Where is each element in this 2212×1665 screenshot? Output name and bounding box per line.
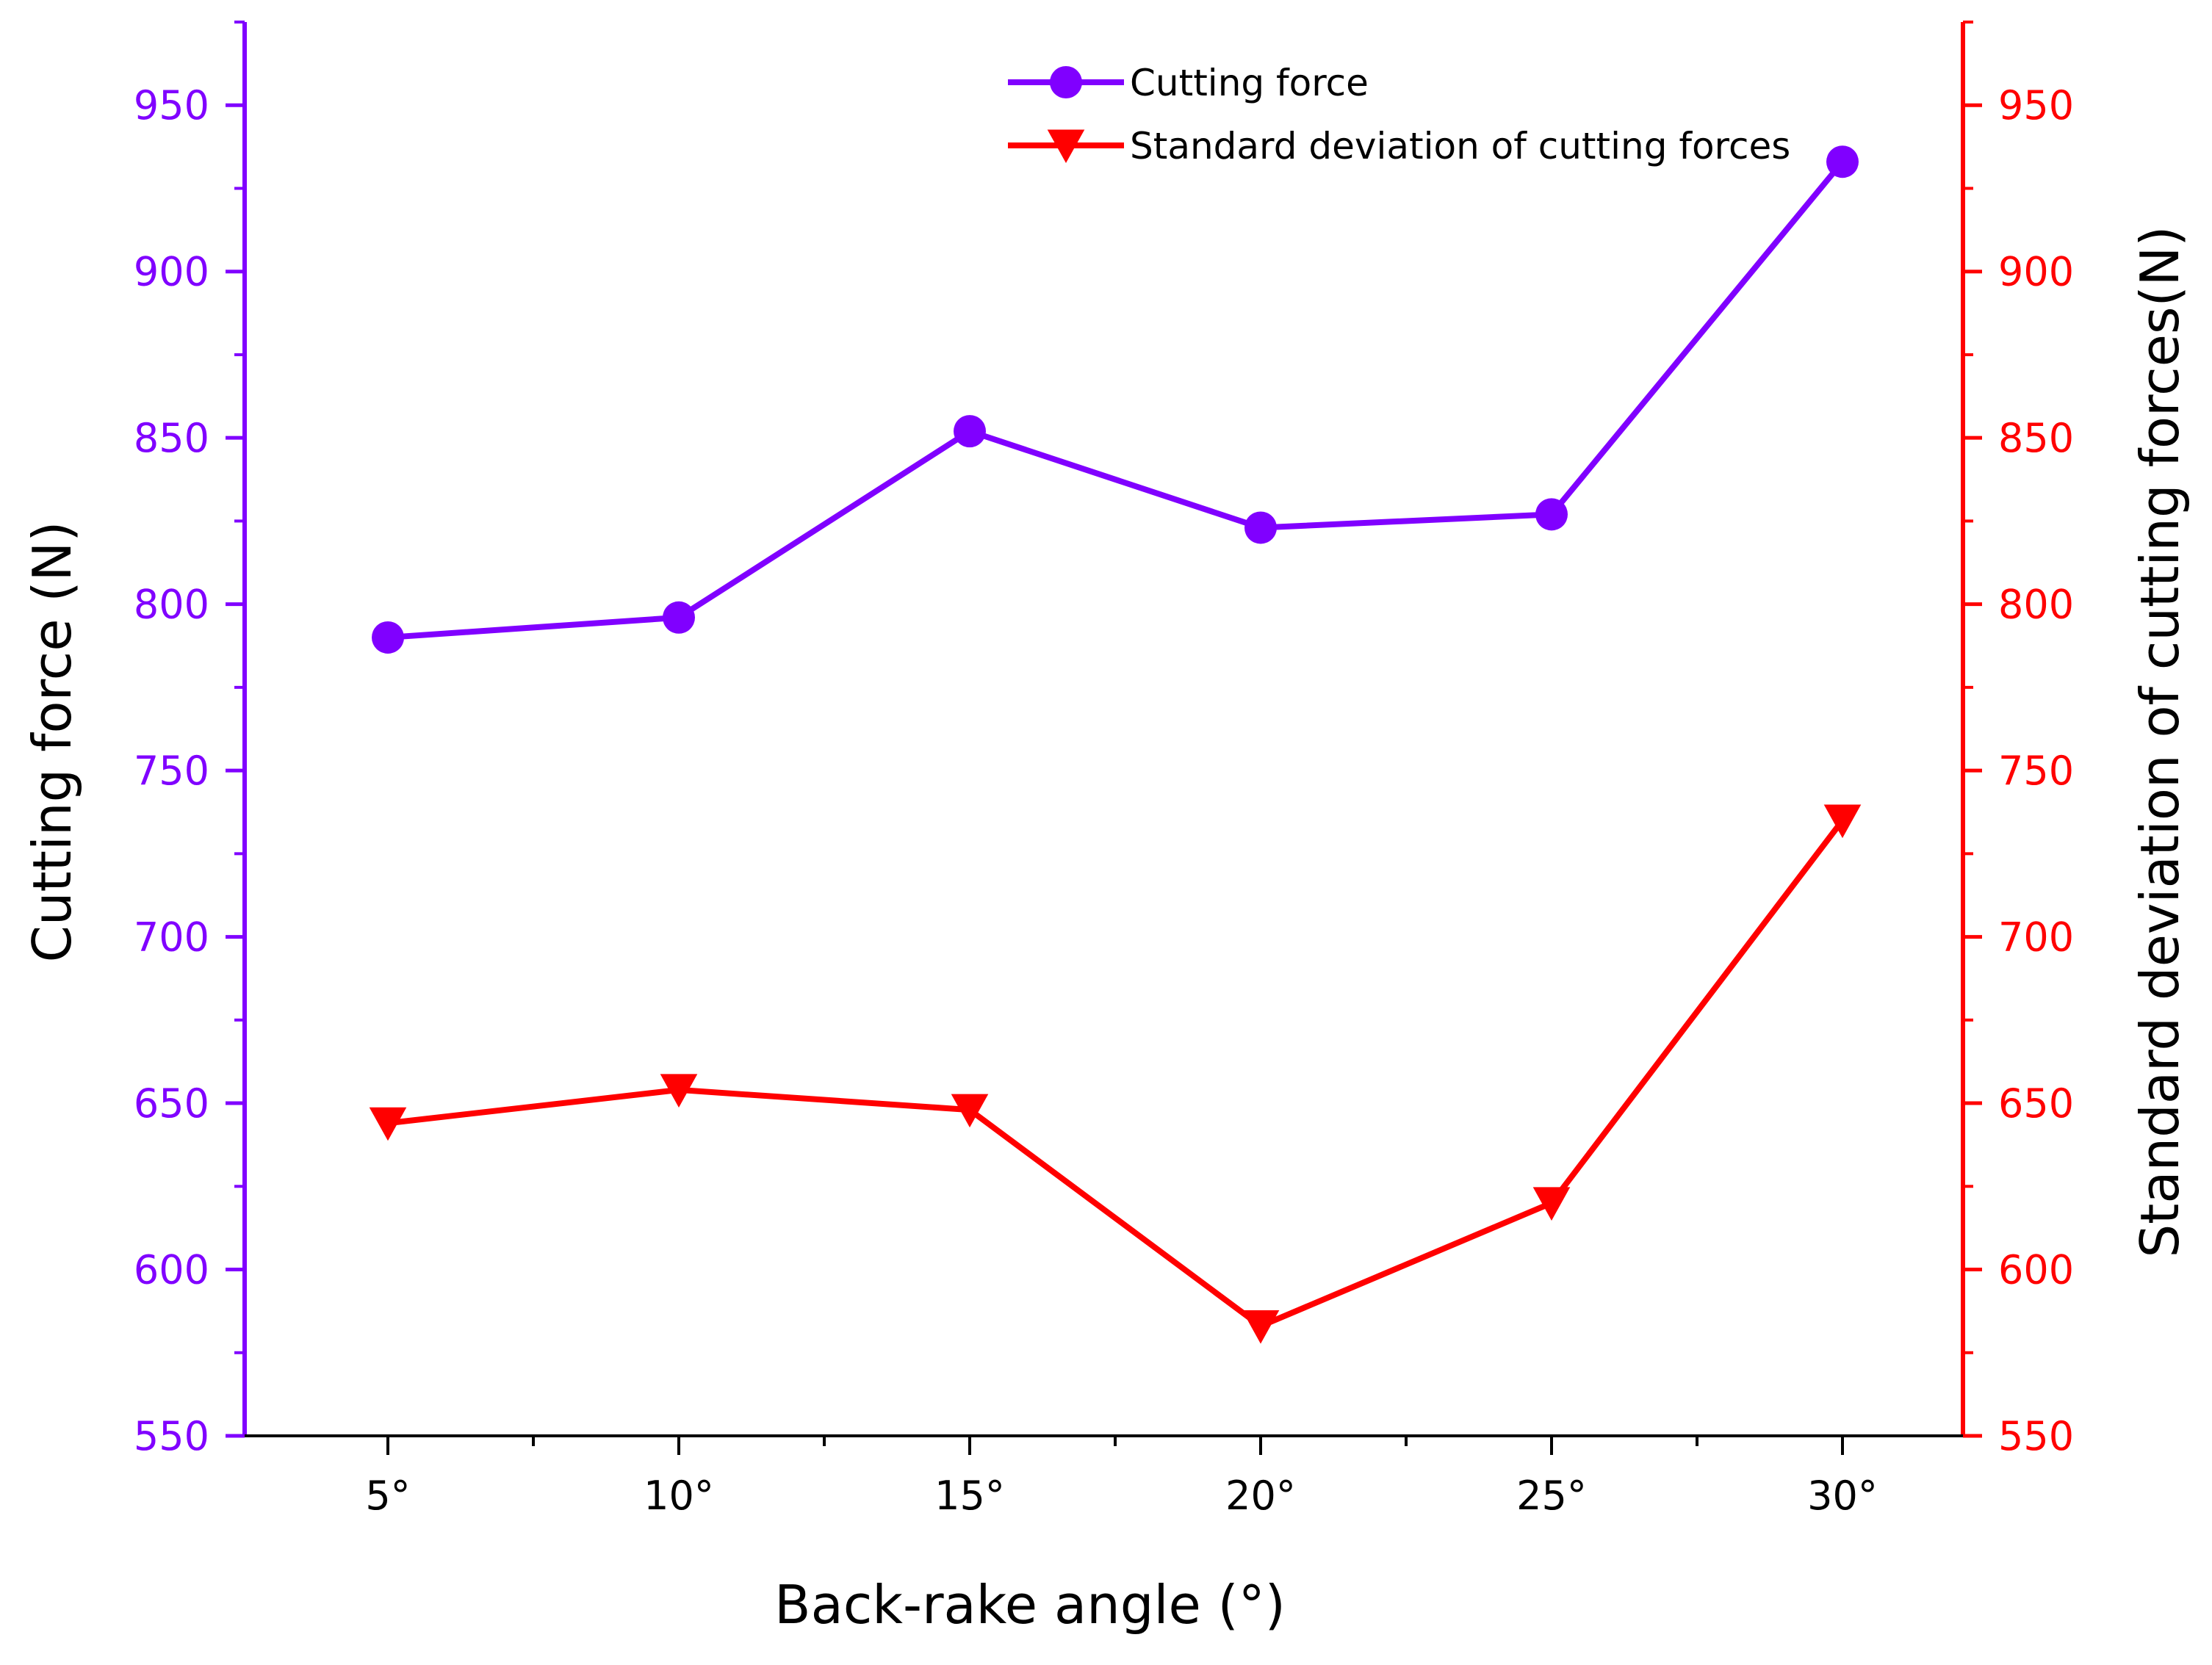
- y-right-tick-label: 600: [1998, 1247, 2074, 1293]
- data-point-triangle: [369, 1107, 407, 1141]
- x-tick-label: 20°: [1225, 1473, 1296, 1519]
- y-right-tick-label: 550: [1998, 1413, 2074, 1459]
- series-line: [387, 818, 1845, 1330]
- data-point-circle: [1826, 145, 1859, 178]
- data-point-circle: [663, 601, 695, 634]
- x-axis-title: Back-rake angle (°): [774, 1574, 1286, 1636]
- data-point-triangle: [1532, 1187, 1571, 1221]
- x-tick-label: 15°: [934, 1473, 1005, 1519]
- y-left-tick-label: 700: [134, 914, 209, 961]
- data-point-triangle: [1242, 1310, 1280, 1344]
- y-right-tick-label: 700: [1998, 914, 2074, 961]
- x-tick-label: 25°: [1516, 1473, 1587, 1519]
- y-left-tick-label: 900: [134, 249, 209, 295]
- data-point-circle: [372, 621, 404, 654]
- y-left-tick-label: 800: [134, 582, 209, 628]
- y-axis-left-title: Cutting force (N): [21, 521, 83, 963]
- legend-marker-circle: [1050, 66, 1082, 98]
- y-left-tick-label: 750: [134, 748, 209, 794]
- y-left-tick-label: 850: [134, 415, 209, 461]
- series-standard-deviation: [369, 804, 1862, 1344]
- data-point-triangle: [660, 1074, 698, 1108]
- y-right-tick-label: 950: [1998, 82, 2074, 129]
- x-tick-label: 10°: [644, 1473, 714, 1519]
- legend-label: Standard deviation of cutting forces: [1130, 125, 1790, 167]
- axes: 550 550 600 600 650 650 700 700 750 750 800 800 850 8…: [134, 21, 2074, 1519]
- y-right-tick-label: 850: [1998, 415, 2074, 461]
- series-cutting-force: [372, 145, 1859, 654]
- legend-label: Cutting force: [1130, 62, 1369, 104]
- data-point-circle: [1535, 498, 1568, 531]
- y-right-tick-label: 800: [1998, 582, 2074, 628]
- legend: Cutting force Standard deviation of cutti…: [1008, 62, 1790, 167]
- legend-marker-triangle: [1047, 129, 1085, 164]
- y-axis-right-title: Standard deviation of cutting forces(N): [2129, 225, 2191, 1257]
- series-layer: [369, 145, 1862, 1344]
- y-left-tick-label: 600: [134, 1247, 209, 1293]
- y-left-tick-label: 650: [134, 1080, 209, 1127]
- series-line: [387, 159, 1845, 640]
- y-left-tick-label: 950: [134, 82, 209, 129]
- x-tick-label: 30°: [1807, 1473, 1878, 1519]
- data-point-circle: [1244, 511, 1277, 544]
- y-right-tick-label: 900: [1998, 249, 2074, 295]
- data-point-triangle: [1823, 804, 1862, 839]
- y-left-tick-label: 550: [134, 1413, 209, 1459]
- x-tick-label: 5°: [365, 1473, 410, 1519]
- y-right-tick-label: 650: [1998, 1080, 2074, 1127]
- data-point-circle: [954, 415, 986, 448]
- y-right-tick-label: 750: [1998, 748, 2074, 794]
- data-point-triangle: [951, 1094, 989, 1128]
